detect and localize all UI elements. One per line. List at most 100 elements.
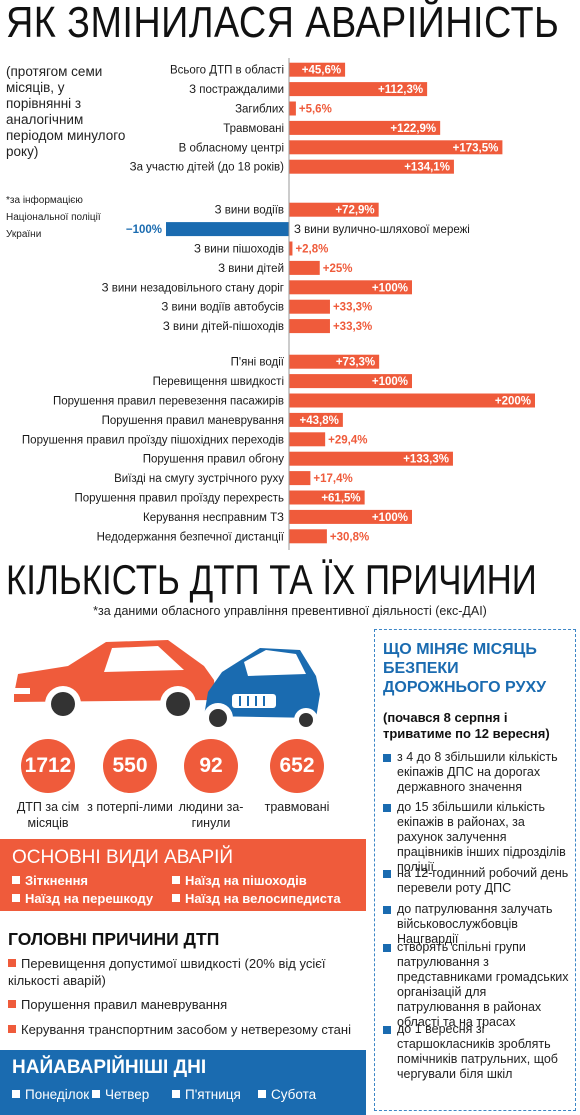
chart-data-label: +122,9% [390, 123, 436, 135]
safety-measure-item: на 12-годинний робочий день перевели рот… [383, 866, 571, 896]
chart-intro-note: (протягом семи місяців, у порівнянні з а… [6, 64, 126, 159]
chart-data-label: +2,8% [295, 244, 328, 256]
bullet-icon [172, 876, 180, 884]
chart-category-label: В обласному центрі [179, 142, 284, 154]
stat-value: 1712 [21, 739, 75, 793]
chart-bar [289, 202, 379, 217]
stat-label: з потерпі-лими [87, 800, 173, 814]
riskiest-days-heading: НАЙАВАРІЙНІШІ ДНІ [12, 1057, 207, 1078]
chart-category-label: Травмовані [223, 123, 284, 135]
accident-type-item: Наїзд на велосипедиста [172, 891, 341, 906]
chart-bar [289, 471, 311, 486]
accident-types-box: ОСНОВНІ ВИДИ АВАРІЙ Зіткнення Наїзд на п… [0, 839, 366, 911]
chart-bar [289, 451, 453, 466]
chart-bar [289, 140, 503, 155]
bullet-icon [383, 804, 391, 812]
bullet-icon [8, 1025, 16, 1033]
chart-bar [289, 299, 330, 314]
chart-bar [289, 241, 293, 256]
chart-category-label: З постраждалими [189, 84, 284, 96]
accident-type-item: Зіткнення [12, 873, 88, 888]
chart-bar [166, 222, 289, 237]
stat-label: людини за-гинули [178, 800, 244, 830]
stat-total-accidents: 1712 ДТП за сім місяців [3, 739, 93, 831]
stat-label: ДТП за сім місяців [16, 800, 80, 830]
chart-category-label: Недодержання безпечної дистанції [97, 531, 285, 543]
chart-data-label: +25% [323, 263, 353, 275]
chart-bar [289, 432, 326, 447]
chart-bar [289, 374, 412, 389]
chart-category-label: З вини дітей [218, 263, 284, 275]
chart-bar [289, 62, 346, 77]
chart-category-label: Порушення правил перевезення пасажирів [53, 396, 284, 408]
chart-data-label: +33,3% [333, 321, 372, 333]
bullet-icon [172, 1090, 180, 1098]
chart-data-label: +112,3% [378, 84, 423, 96]
bullet-icon [383, 906, 391, 914]
chart-category-label: З вини водіїв автобусів [161, 302, 284, 314]
chart-category-label: З вини водіїв [215, 205, 284, 217]
safety-month-dates: (почався 8 серпня і триватиме по 12 вере… [383, 710, 550, 741]
chart-data-label: +33,3% [333, 302, 372, 314]
chart-data-label: +100% [372, 512, 408, 524]
safety-month-heading: ЩО МІНЯЄ МІСЯЦЬ БЕЗПЕКИ ДОРОЖНЬОГО РУХУ [383, 641, 547, 696]
chart-data-label: +17,4% [313, 473, 352, 485]
chart-data-label: +173,5% [453, 142, 499, 154]
bullet-icon [12, 1090, 20, 1098]
cause-item: Керування транспортним засобом у нетвере… [8, 1021, 358, 1038]
chart-data-label: +100% [372, 376, 408, 388]
chart-bar [289, 280, 412, 295]
crashed-cars-illustration [12, 640, 320, 733]
chart-category-label: Виїзді на смугу зустрічного руху [114, 473, 284, 485]
chart-category-label: Порушення правил проїзду перехресть [75, 493, 284, 505]
bullet-icon [8, 959, 16, 967]
chart-bar [289, 319, 330, 334]
main-title: ЯК ЗМІНИЛАСЯ АВАРІЙНІСТЬ [6, 0, 560, 47]
chart-bar [289, 159, 454, 174]
chart-data-label: +43,8% [300, 415, 339, 427]
stat-injured-accidents: 550 з потерпі-лими [85, 739, 175, 815]
stat-value: 652 [270, 739, 324, 793]
chart-category-label: З вини дітей-пішоходів [163, 321, 284, 333]
chart-bar [289, 393, 535, 408]
bullet-icon [12, 876, 20, 884]
bullet-icon [383, 754, 391, 762]
chart-category-label: З вини пішоходів [194, 244, 284, 256]
chart-data-label: +30,8% [330, 531, 369, 543]
cause-item: Перевищення допустимої швидкості (20% ві… [8, 956, 326, 988]
bullet-icon [8, 1000, 16, 1008]
day-item: Субота [258, 1087, 316, 1102]
chart-data-label: +29,4% [328, 434, 367, 446]
bullet-icon [12, 894, 20, 902]
day-item: Понеділок [12, 1087, 89, 1102]
chart-data-label: +72,9% [335, 205, 374, 217]
chart-data-label: +5,6% [299, 104, 332, 116]
chart-data-label: +133,3% [403, 454, 449, 466]
bullet-icon [383, 870, 391, 878]
chart-category-label: Керування несправним ТЗ [143, 512, 284, 524]
chart-category-label: Всього ДТП в області [170, 65, 284, 77]
change-bar-chart: Всього ДТП в області +45,6% З постраждалим… [22, 58, 535, 550]
chart-data-label: +73,3% [336, 357, 375, 369]
chart-source-note: *за інформацією Національної поліції Укр… [6, 195, 101, 240]
stat-value: 92 [184, 739, 238, 793]
bullet-icon [258, 1090, 266, 1098]
chart-category-label: Порушення правил обгону [143, 454, 285, 466]
stat-value: 550 [103, 739, 157, 793]
safety-measure-item: створять спільні групи патрулювання з пр… [383, 940, 571, 1030]
safety-measure-item: до 1 вересня зі старшокласників зроблять… [383, 1022, 571, 1082]
chart-data-label: +134,1% [404, 162, 450, 174]
bullet-icon [383, 1026, 391, 1034]
safety-month-box: ЩО МІНЯЄ МІСЯЦЬ БЕЗПЕКИ ДОРОЖНЬОГО РУХУ … [374, 629, 576, 1111]
causes-heading: ГОЛОВНІ ПРИЧИНИ ДТП [8, 929, 220, 949]
stat-injured: 652 травмовані [252, 739, 342, 815]
section-title-2: КІЛЬКІСТЬ ДТП ТА ЇХ ПРИЧИНИ [6, 556, 537, 603]
chart-category-label: За участю дітей (до 18 років) [130, 162, 285, 174]
stat-deaths: 92 людини за-гинули [166, 739, 256, 831]
chart-bar [289, 412, 343, 427]
chart-data-label: +100% [372, 282, 408, 294]
chart-bar [289, 354, 380, 369]
chart-data-label: +61,5% [321, 493, 360, 505]
safety-measure-item: до 15 збільшили кількість екіпажів в рай… [383, 800, 571, 875]
chart-category-label: З вини незадовільного стану доріг [102, 282, 284, 294]
